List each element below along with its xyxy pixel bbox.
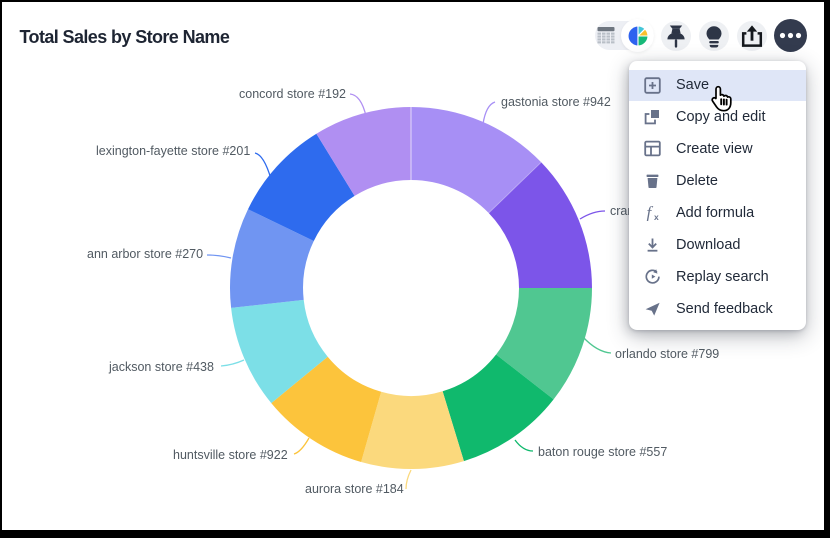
svg-text:f: f xyxy=(647,204,654,221)
svg-text:x: x xyxy=(654,212,659,221)
